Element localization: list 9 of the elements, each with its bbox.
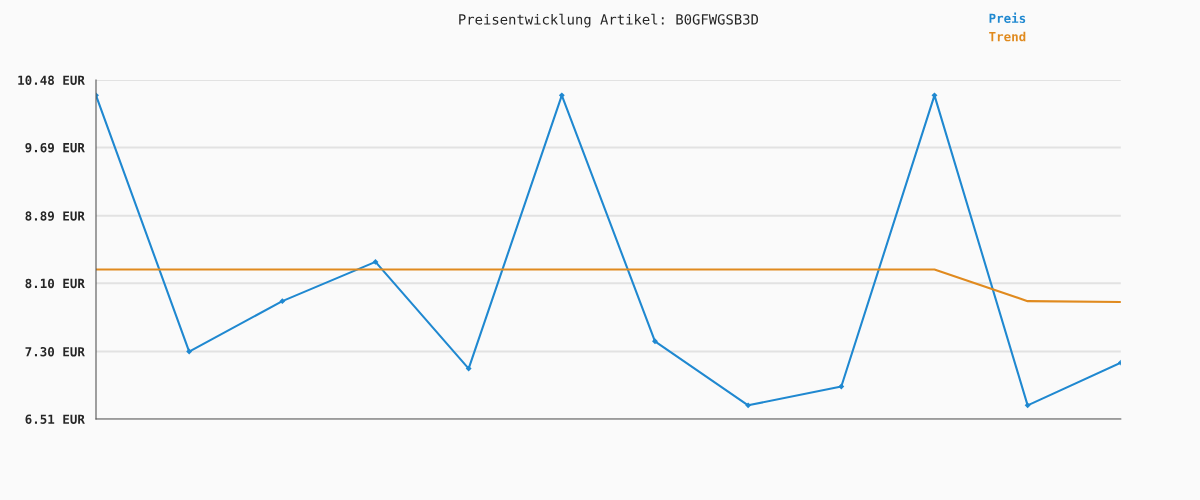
chart-title: Preisentwicklung Artikel: B0GFWGSB3D	[459, 13, 759, 28]
y-tick-label: 8.89 EUR	[25, 211, 85, 221]
text: Trend	[989, 31, 1026, 42]
y-tick-label: 8.10 EUR	[25, 278, 85, 289]
text: Preis	[989, 12, 1026, 23]
y-tick-label: 6.51 EUR	[25, 414, 85, 424]
y-tick-label: 9.69 EUR	[25, 142, 85, 153]
y-tick-label: 10.48 EUR	[18, 75, 85, 85]
y-tick-label: 7.30 EUR	[25, 347, 85, 357]
